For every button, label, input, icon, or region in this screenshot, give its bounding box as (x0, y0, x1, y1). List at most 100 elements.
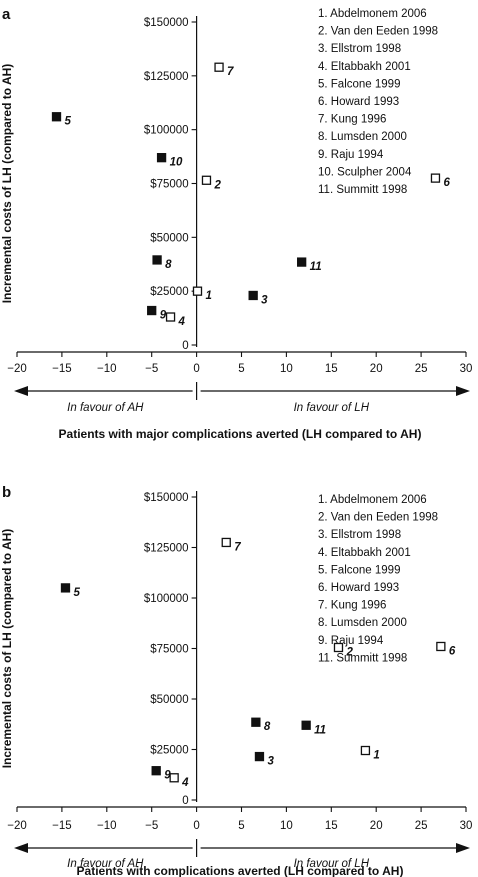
data-point-marker (60, 583, 71, 593)
legend-entry: 4. Eltabbakh 2001 (318, 547, 411, 559)
data-point-label: 2 (213, 179, 221, 191)
legend-entry: 7. Kung 1996 (318, 114, 386, 126)
y-axis-title: Incremental costs of LH (compared to AH) (0, 64, 14, 304)
favour-right-label: In favour of LH (294, 402, 370, 414)
y-tick-label: $50000 (150, 232, 188, 244)
legend-entry: 7. Kung 1996 (318, 600, 386, 612)
panel-letter: b (2, 484, 11, 501)
data-point-marker (152, 255, 162, 265)
data-point-marker (169, 773, 179, 783)
data-point-label: 1 (205, 290, 211, 302)
legend-entry: 2. Van den Eeden 1998 (318, 512, 438, 524)
x-tick-label: 20 (370, 820, 383, 832)
data-point-label: 4 (178, 316, 186, 328)
data-point-label: 5 (73, 587, 80, 599)
legend-entry: 6. Howard 1993 (318, 582, 399, 594)
y-tick-label: $100000 (144, 125, 189, 137)
data-point-label: 11 (314, 724, 326, 736)
data-point-marker (156, 153, 167, 163)
x-tick-label: 25 (415, 363, 428, 375)
legend-entry: 11. Summitt 1998 (318, 652, 407, 664)
arrow-left-icon (14, 386, 28, 396)
y-tick-label: $25000 (150, 286, 188, 298)
x-tick-label: −20 (7, 363, 27, 375)
data-point-marker (221, 537, 231, 548)
data-point-label: 9 (160, 310, 167, 322)
data-point-marker (192, 286, 203, 296)
data-point-label: 8 (165, 259, 172, 271)
y-tick-label: $25000 (150, 745, 188, 757)
x-tick-label: 0 (193, 820, 199, 832)
data-point-marker (165, 312, 176, 322)
x-axis-title: Patients with complications averted (LH … (77, 864, 404, 877)
x-tick-label: 30 (460, 820, 473, 832)
data-point-marker (254, 751, 265, 762)
legend-entry: 3. Ellstrom 1998 (318, 529, 401, 541)
data-point-marker (151, 766, 161, 776)
chart-panel-a: a 0 $25000 $50000 $75000 $100000 $125000 $15000… (0, 6, 472, 441)
y-axis-title: Incremental costs of LH (compared to AH) (0, 529, 14, 769)
x-tick-label: −15 (52, 363, 72, 375)
x-tick-label: −10 (97, 363, 117, 375)
x-tick-label: 0 (193, 363, 199, 375)
data-point-label: 10 (170, 157, 183, 169)
legend-entry: 5. Falcone 1999 (318, 564, 400, 576)
y-tick-label: $75000 (150, 644, 188, 656)
x-tick-label: 10 (280, 820, 293, 832)
data-point-marker (430, 173, 441, 183)
arrow-right-icon (456, 843, 470, 853)
favour-right-label: In favour of LH (294, 858, 370, 870)
data-point-label: 3 (261, 294, 268, 306)
data-point-label: 5 (65, 116, 72, 128)
data-point-label: 4 (181, 777, 189, 789)
data-point-marker (360, 745, 371, 756)
x-tick-label: 10 (280, 363, 293, 375)
data-point-label: 7 (227, 66, 234, 78)
legend-entry: 5. Falcone 1999 (318, 78, 400, 90)
x-tick-label: −10 (97, 820, 117, 832)
favour-left-label: In favour of AH (67, 858, 144, 870)
y-tick-label: $150000 (144, 492, 189, 504)
favour-left-label: In favour of AH (67, 402, 144, 414)
data-point-label: 6 (443, 177, 450, 189)
y-tick-label: $150000 (144, 17, 189, 29)
data-point-label: 6 (449, 645, 456, 657)
x-tick-label: −5 (145, 820, 158, 832)
legend-entry: 8. Lumsden 2000 (318, 617, 407, 629)
legend-entry: 3. Ellstrom 1998 (318, 43, 401, 55)
data-point-label: 7 (234, 541, 241, 553)
y-tick-label: 0 (182, 340, 188, 352)
x-tick-label: −15 (52, 820, 72, 832)
data-point-marker (436, 641, 446, 652)
legend-entry: 10. Sculpher 2004 (318, 166, 412, 178)
legend-entry: 11. Summitt 1998 (318, 184, 407, 196)
y-tick-label: $125000 (144, 543, 189, 555)
y-tick-label: $125000 (144, 71, 189, 83)
data-point-marker (297, 257, 307, 267)
x-axis-title: Patients with major complications averte… (59, 427, 422, 441)
chart-panel-b: b 0 $25000 $50000 $75000 $100000 $125000 $15000… (0, 484, 472, 877)
x-tick-label: 5 (238, 820, 244, 832)
legend-entry: 9. Raju 1994 (318, 149, 384, 161)
arrow-left-icon (14, 843, 28, 853)
data-point-label: 3 (267, 756, 274, 768)
y-tick-label: $100000 (144, 593, 189, 605)
x-tick-label: 15 (325, 363, 338, 375)
data-point-marker (333, 642, 344, 653)
data-point-label: 9 (164, 770, 171, 782)
legend-entry: 2. Van den Eeden 1998 (318, 26, 438, 38)
y-tick-label: 0 (182, 795, 188, 807)
arrow-right-icon (456, 386, 470, 396)
y-tick-label: $75000 (150, 179, 188, 191)
x-tick-label: −20 (7, 820, 27, 832)
x-tick-label: 30 (460, 363, 473, 375)
x-tick-label: 20 (370, 363, 383, 375)
data-point-marker (248, 290, 258, 301)
legend-entry: 8. Lumsden 2000 (318, 131, 407, 143)
panel-letter: a (2, 6, 11, 23)
data-point-marker (214, 62, 224, 72)
legend-entry: 9. Raju 1994 (318, 635, 384, 647)
data-point-marker (301, 720, 311, 730)
data-point-label: 1 (373, 750, 379, 762)
